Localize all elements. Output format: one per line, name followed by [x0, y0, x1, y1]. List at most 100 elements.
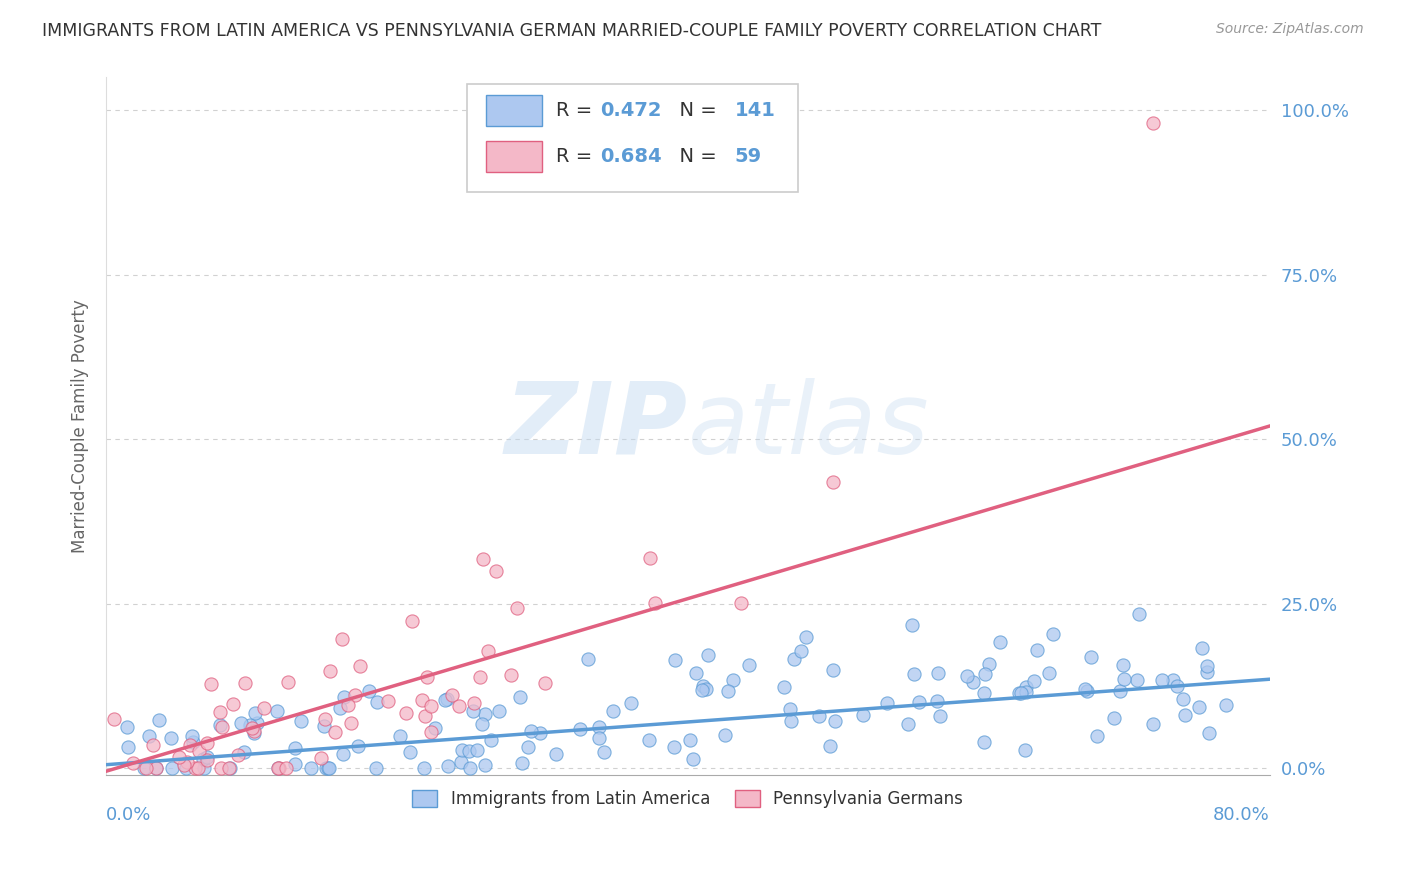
Point	[477, 644, 499, 658]
Point	[415, 670, 437, 684]
Point	[544, 747, 567, 761]
Point	[897, 717, 920, 731]
Point	[977, 657, 1000, 671]
Point	[956, 668, 979, 682]
Point	[588, 731, 610, 746]
Point	[364, 761, 387, 775]
Text: Source: ZipAtlas.com: Source: ZipAtlas.com	[1216, 22, 1364, 37]
Point	[253, 701, 276, 715]
Point	[773, 681, 796, 695]
Point	[440, 689, 463, 703]
Point	[284, 756, 307, 771]
Point	[1038, 665, 1060, 680]
Point	[1015, 680, 1038, 694]
Point	[1112, 657, 1135, 672]
Point	[1142, 716, 1164, 731]
Point	[284, 740, 307, 755]
Point	[449, 699, 471, 714]
Point	[474, 758, 496, 772]
Point	[330, 632, 353, 647]
Point	[211, 720, 233, 734]
Point	[664, 653, 686, 667]
Point	[1073, 681, 1095, 696]
Point	[1042, 627, 1064, 641]
Point	[534, 676, 557, 690]
Point	[1173, 692, 1195, 706]
Point	[602, 704, 624, 718]
Point	[419, 698, 441, 713]
Point	[620, 697, 643, 711]
Point	[377, 694, 399, 708]
Point	[243, 726, 266, 740]
Point	[852, 708, 875, 723]
Point	[266, 704, 288, 718]
FancyBboxPatch shape	[467, 85, 799, 193]
Point	[413, 761, 436, 775]
Point	[318, 761, 340, 775]
Point	[638, 551, 661, 566]
Point	[807, 709, 830, 723]
Point	[682, 752, 704, 766]
Point	[319, 664, 342, 678]
Point	[347, 739, 370, 754]
Text: R =: R =	[557, 146, 599, 166]
Point	[242, 723, 264, 738]
Point	[195, 750, 218, 764]
Point	[301, 761, 323, 775]
Point	[780, 714, 803, 728]
Point	[184, 761, 207, 775]
Point	[267, 761, 290, 775]
Point	[1150, 673, 1173, 688]
Point	[332, 747, 354, 762]
Point	[1198, 726, 1220, 740]
Point	[638, 733, 661, 747]
Point	[973, 735, 995, 749]
FancyBboxPatch shape	[486, 141, 543, 172]
Point	[465, 743, 488, 757]
Point	[1010, 685, 1032, 699]
Point	[506, 601, 529, 615]
Point	[343, 688, 366, 702]
Point	[267, 761, 290, 775]
Point	[167, 749, 190, 764]
Point	[200, 677, 222, 691]
Point	[794, 630, 817, 644]
Point	[1014, 743, 1036, 757]
Point	[145, 761, 167, 775]
Point	[929, 708, 952, 723]
Point	[240, 721, 263, 735]
Point	[269, 761, 291, 775]
Point	[359, 683, 381, 698]
Point	[162, 761, 184, 775]
Point	[233, 675, 256, 690]
Point	[695, 682, 717, 697]
Point	[1191, 641, 1213, 656]
Point	[187, 761, 209, 775]
Point	[436, 758, 458, 772]
Point	[593, 745, 616, 759]
Point	[479, 733, 502, 747]
Point	[721, 673, 744, 688]
Point	[208, 706, 231, 720]
Point	[401, 614, 423, 628]
Point	[411, 693, 433, 707]
Point	[457, 744, 479, 758]
Text: R =: R =	[557, 101, 599, 120]
Point	[193, 761, 215, 775]
Point	[218, 761, 240, 775]
Point	[1080, 650, 1102, 665]
Point	[1015, 685, 1038, 699]
Point	[1126, 673, 1149, 687]
Point	[329, 701, 352, 715]
Point	[176, 755, 198, 769]
Point	[876, 696, 898, 710]
Point	[690, 682, 713, 697]
Text: ZIP: ZIP	[505, 377, 688, 475]
Point	[779, 702, 801, 716]
Point	[903, 666, 925, 681]
Point	[309, 750, 332, 764]
Point	[738, 658, 761, 673]
Text: 141: 141	[734, 101, 775, 120]
Point	[316, 761, 339, 775]
Point	[679, 732, 702, 747]
